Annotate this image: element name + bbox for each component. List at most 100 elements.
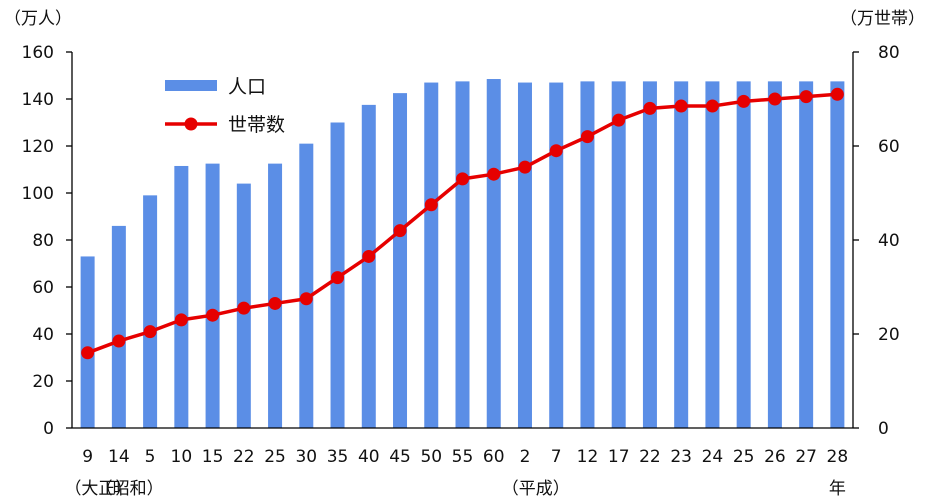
category-label: 30: [295, 447, 317, 467]
right-tick-label: 20: [878, 325, 900, 345]
category-label: 17: [608, 447, 630, 467]
population-bar: [143, 195, 158, 428]
household-point: [424, 198, 438, 212]
population-bar: [361, 104, 376, 428]
year-suffix-label: 年: [829, 479, 846, 499]
category-labels: 9 14 5 10 15 22 25 30 35 40 45 50 55 60 2 7 12 17 22 23 24 25…: [82, 447, 848, 499]
left-tick-label: 0: [43, 419, 54, 439]
population-bar: [767, 81, 782, 428]
left-tick-label: 60: [32, 278, 54, 298]
category-label: 10: [171, 447, 193, 467]
legend-household-label: 世帯数: [228, 114, 285, 136]
household-point: [830, 87, 844, 101]
category-label: 22: [639, 447, 661, 467]
category-label: 28: [827, 447, 849, 467]
right-tick-label: 0: [878, 419, 889, 439]
category-label: 2: [520, 447, 531, 467]
category-label: 15: [202, 447, 224, 467]
household-point: [143, 325, 157, 339]
population-bar: [299, 143, 314, 428]
axes: [71, 52, 854, 429]
household-point: [362, 249, 376, 263]
left-tick-label: 120: [22, 137, 54, 157]
population-bars: [80, 79, 845, 429]
household-point: [237, 301, 251, 315]
population-bar: [611, 81, 626, 428]
era-label: （大正）: [64, 479, 132, 499]
population-bar: [830, 81, 845, 428]
category-label: 26: [764, 447, 786, 467]
population-bar: [580, 81, 595, 428]
right-tick-label: 60: [878, 137, 900, 157]
legend-population-label: 人口: [228, 76, 266, 98]
category-label: 5: [145, 447, 156, 467]
category-label: 27: [795, 447, 817, 467]
category-label: 7: [551, 447, 562, 467]
household-point: [549, 144, 563, 158]
left-tick-label: 80: [32, 231, 54, 251]
left-tick-label: 160: [22, 43, 54, 63]
population-bar: [736, 81, 751, 428]
category-label: 25: [264, 447, 286, 467]
right-axis-ticks: 0 20 40 60 80: [853, 43, 900, 439]
category-label: 45: [389, 447, 411, 467]
category-label: 12: [577, 447, 599, 467]
household-point: [674, 99, 688, 113]
left-axis-ticks: 0 20 40 60 80 100 120 140 160: [22, 43, 72, 439]
category-label: 40: [358, 447, 380, 467]
population-bar: [674, 81, 689, 428]
right-tick-label: 40: [878, 231, 900, 251]
right-tick-label: 80: [878, 43, 900, 63]
left-tick-label: 20: [32, 372, 54, 392]
population-bar: [424, 82, 439, 429]
household-point: [799, 90, 813, 104]
population-bar: [393, 93, 408, 428]
household-point: [518, 160, 532, 174]
household-point: [580, 130, 594, 144]
population-bar: [111, 225, 126, 428]
right-axis-unit: （万世帯）: [840, 9, 925, 29]
legend-bar-swatch: [165, 80, 217, 91]
category-label: 55: [452, 447, 474, 467]
population-bar: [205, 163, 220, 428]
population-bar: [517, 82, 532, 429]
population-bar: [799, 81, 814, 428]
population-bar: [486, 79, 501, 429]
household-line: [81, 87, 844, 360]
category-label: 22: [233, 447, 255, 467]
household-point: [768, 92, 782, 106]
category-label: 23: [670, 447, 692, 467]
population-bar: [455, 81, 470, 428]
era-label: （昭和）: [96, 479, 164, 499]
left-tick-label: 100: [22, 184, 54, 204]
household-point: [299, 292, 313, 306]
population-bar: [705, 81, 720, 428]
household-point: [487, 167, 501, 181]
category-label: 14: [108, 447, 130, 467]
population-bar: [642, 81, 657, 428]
left-axis-unit: （万人）: [4, 9, 72, 29]
category-label: 9: [82, 447, 93, 467]
era-label: （平成）: [502, 479, 570, 499]
left-tick-label: 40: [32, 325, 54, 345]
household-point: [331, 271, 345, 285]
household-point: [737, 94, 751, 108]
category-label: 24: [702, 447, 724, 467]
legend: 人口 世帯数: [165, 76, 285, 136]
category-label: 25: [733, 447, 755, 467]
population-bar: [80, 256, 95, 428]
household-point: [206, 308, 220, 322]
category-label: 35: [327, 447, 349, 467]
household-point: [268, 296, 282, 310]
left-tick-label: 140: [22, 90, 54, 110]
household-point: [112, 334, 126, 348]
household-point: [456, 172, 469, 186]
household-point: [81, 346, 95, 360]
population-bar: [268, 163, 283, 428]
population-bar: [174, 165, 189, 428]
household-point: [705, 99, 719, 113]
household-point: [393, 224, 407, 238]
household-point: [643, 101, 657, 115]
household-point: [174, 313, 188, 327]
